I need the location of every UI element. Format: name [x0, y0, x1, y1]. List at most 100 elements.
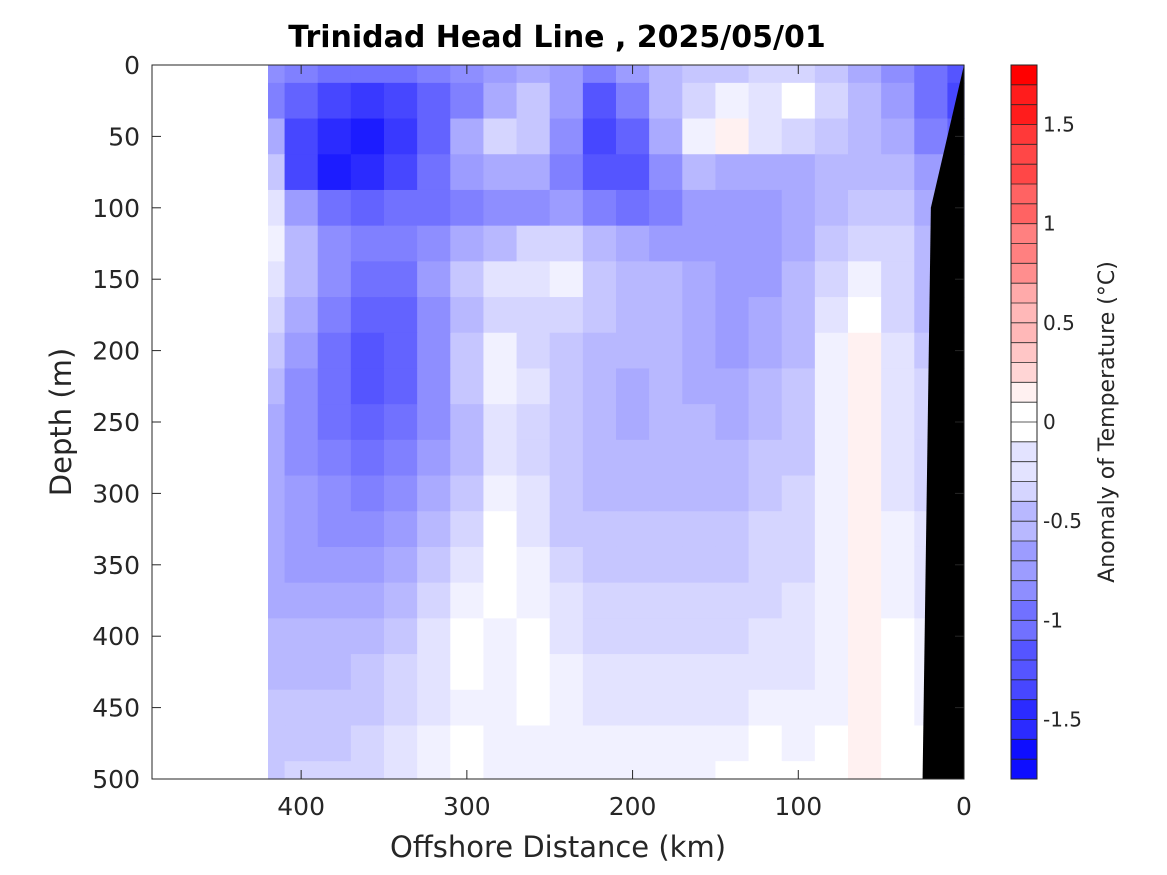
heatmap-cell	[582, 725, 617, 762]
heatmap-cell	[384, 546, 418, 584]
heatmap-cell	[682, 511, 717, 548]
heatmap-cell	[284, 225, 319, 262]
heatmap-cell	[649, 82, 683, 120]
colorbar-level	[1011, 521, 1037, 542]
heatmap-cell	[549, 618, 584, 655]
heatmap-cell	[582, 582, 617, 619]
heatmap-cell	[748, 225, 783, 262]
heatmap-cell	[268, 618, 286, 655]
heatmap-cell	[582, 261, 617, 298]
heatmap-cell	[848, 189, 882, 227]
heatmap-cell	[268, 404, 286, 441]
heatmap-cell	[284, 546, 319, 584]
heatmap-cell	[814, 65, 849, 84]
heatmap-cell	[616, 654, 650, 691]
heatmap-cell	[748, 725, 783, 762]
colorbar-level	[1011, 422, 1037, 443]
heatmap-cell	[848, 761, 882, 780]
heatmap-cell	[284, 118, 319, 155]
heatmap-cell	[417, 154, 451, 191]
heatmap-cell	[350, 546, 385, 584]
heatmap-cell	[483, 582, 518, 619]
heatmap-cell	[848, 404, 882, 441]
colorbar-level	[1011, 600, 1037, 621]
heatmap-cell	[483, 439, 518, 477]
heatmap-cell	[284, 82, 319, 120]
heatmap-cell	[384, 82, 418, 120]
heatmap-cell	[417, 546, 451, 584]
heatmap-cell	[350, 225, 385, 262]
heatmap-cell	[814, 618, 849, 655]
heatmap-cell	[616, 65, 650, 84]
colorbar-level	[1011, 283, 1037, 304]
heatmap-cell	[268, 475, 286, 512]
y-tick-label: 450	[92, 694, 140, 723]
heatmap-cell	[682, 225, 717, 262]
heatmap-cell	[384, 154, 418, 191]
colorbar-level	[1011, 322, 1037, 344]
heatmap-cell	[450, 689, 485, 727]
heatmap-cell	[417, 689, 451, 727]
heatmap-cell	[483, 725, 518, 762]
heatmap-cell	[417, 475, 451, 512]
heatmap-cell	[814, 761, 849, 780]
heatmap-cell	[947, 65, 965, 84]
heatmap-cell	[483, 654, 518, 691]
heatmap-cell	[649, 582, 683, 619]
heatmap-cell	[748, 297, 783, 334]
heatmap-cell	[616, 725, 650, 762]
y-tick-label: 400	[92, 622, 140, 651]
heatmap-cell	[781, 475, 816, 512]
heatmap-cell	[317, 118, 352, 155]
heatmap-cell	[350, 154, 385, 191]
colorbar-level	[1011, 679, 1037, 701]
heatmap-cell	[582, 154, 617, 191]
heatmap-cell	[715, 689, 750, 727]
heatmap-cell	[549, 118, 584, 155]
heatmap-cell	[682, 725, 717, 762]
heatmap-cell	[848, 225, 882, 262]
heatmap-cell	[483, 189, 518, 227]
heatmap-cell	[848, 261, 882, 298]
heatmap-cell	[350, 404, 385, 441]
heatmap-cell	[268, 761, 286, 780]
heatmap-cell	[516, 154, 551, 191]
heatmap-cell	[284, 154, 319, 191]
heatmap-cell	[814, 689, 849, 727]
heatmap-cell	[516, 65, 551, 84]
heatmap-cell	[616, 511, 650, 548]
x-tick-label: 200	[609, 792, 657, 821]
heatmap-cell	[881, 546, 915, 584]
heatmap-cell	[516, 332, 551, 370]
heatmap-cell	[649, 439, 683, 477]
heatmap-cell	[417, 332, 451, 370]
heatmap-cell	[715, 261, 750, 298]
heatmap-cell	[284, 439, 319, 477]
heatmap-cell	[881, 475, 915, 512]
heatmap-cell	[914, 82, 949, 120]
heatmap-cell	[268, 189, 286, 227]
heatmap-cell	[848, 332, 882, 370]
heatmap-cell	[715, 475, 750, 512]
colorbar-level	[1011, 481, 1037, 502]
heatmap-cell	[881, 368, 915, 405]
heatmap-cell	[317, 618, 352, 655]
colorbar-level	[1011, 203, 1037, 225]
heatmap-cell	[549, 82, 584, 120]
heatmap-cell	[848, 654, 882, 691]
heatmap-cell	[450, 654, 485, 691]
heatmap-cell	[715, 368, 750, 405]
heatmap-cell	[350, 439, 385, 477]
heatmap-cell	[384, 118, 418, 155]
colorbar-level	[1011, 382, 1037, 403]
heatmap-cell	[549, 65, 584, 84]
heatmap-cell	[350, 82, 385, 120]
heatmap-cell	[268, 118, 286, 155]
heatmap-cell	[417, 297, 451, 334]
colorbar-level	[1011, 640, 1037, 661]
heatmap-cell	[814, 154, 849, 191]
heatmap-cell	[616, 189, 650, 227]
heatmap-cell	[384, 261, 418, 298]
heatmap-cell	[582, 297, 617, 334]
heatmap-cell	[516, 368, 551, 405]
